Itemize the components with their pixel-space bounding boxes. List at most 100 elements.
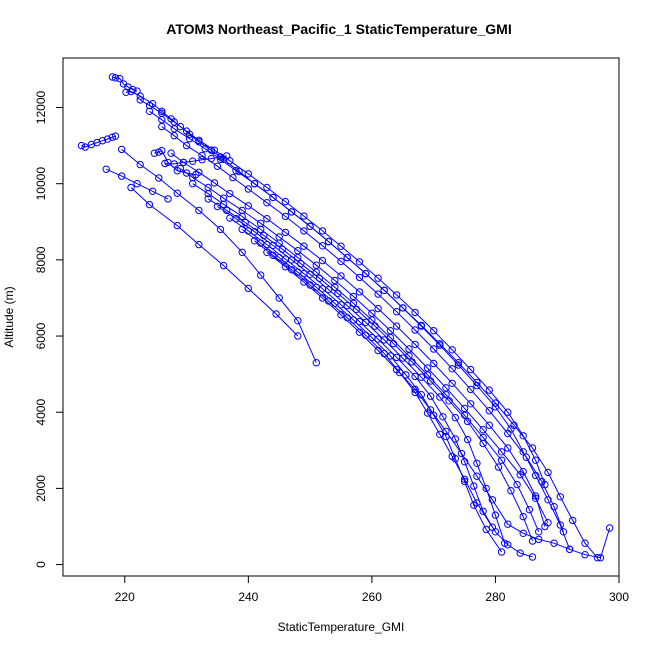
data-point	[451, 435, 459, 443]
series-12	[213, 202, 509, 547]
data-point	[392, 322, 401, 330]
data-point	[201, 145, 209, 153]
series-line	[266, 251, 611, 559]
data-point	[504, 408, 512, 416]
data-point	[226, 157, 234, 165]
data-point	[287, 208, 296, 216]
series-19	[127, 183, 302, 340]
y-axis-label: Altitude (m)	[2, 286, 16, 347]
data-point	[497, 456, 506, 464]
data-point	[473, 381, 481, 390]
series-line	[139, 99, 546, 485]
data-point	[161, 159, 169, 168]
data-point	[155, 174, 163, 182]
data-point	[374, 274, 382, 282]
data-point	[448, 346, 456, 354]
data-point	[374, 346, 382, 355]
data-point	[173, 167, 182, 175]
y-tick-label: 10000	[34, 167, 48, 201]
data-point	[535, 535, 543, 544]
data-point	[386, 352, 395, 360]
data-point	[355, 258, 364, 266]
series-line	[161, 126, 564, 532]
data-point	[219, 200, 228, 209]
data-point	[210, 179, 219, 187]
data-point	[581, 551, 589, 559]
series-line	[121, 149, 317, 363]
data-point	[485, 421, 493, 429]
data-point	[426, 392, 435, 400]
series-18	[118, 145, 320, 367]
data-point	[519, 529, 527, 537]
data-point	[136, 92, 144, 100]
data-point	[439, 413, 447, 421]
data-point	[269, 251, 277, 260]
series-line	[254, 240, 493, 528]
data-point	[300, 212, 308, 220]
data-point	[173, 221, 182, 230]
data-point	[491, 403, 500, 411]
data-point	[108, 133, 117, 141]
data-point	[507, 487, 515, 495]
data-point	[244, 202, 253, 210]
data-point	[189, 157, 197, 165]
data-point	[494, 463, 503, 471]
series-line	[217, 206, 506, 544]
data-point	[81, 143, 89, 151]
data-point	[263, 199, 271, 207]
data-point	[463, 417, 472, 426]
data-point	[127, 183, 135, 192]
data-point	[244, 185, 253, 193]
data-point	[213, 202, 222, 211]
x-tick-label: 280	[485, 590, 505, 604]
data-point	[392, 308, 401, 316]
data-point	[374, 290, 382, 298]
data-point	[408, 358, 416, 366]
data-point	[569, 516, 577, 525]
data-point	[504, 444, 512, 452]
data-point	[448, 452, 456, 461]
data-point	[485, 407, 493, 415]
data-point	[470, 482, 478, 490]
data-point	[219, 261, 228, 270]
data-point	[127, 87, 135, 96]
data-point	[148, 187, 157, 196]
data-point	[399, 304, 407, 312]
data-point	[192, 170, 200, 179]
data-point	[454, 361, 463, 369]
data-point	[362, 269, 370, 278]
data-point	[111, 74, 120, 82]
data-point	[158, 122, 166, 131]
data-point	[133, 180, 141, 188]
data-point	[294, 317, 302, 325]
data-point	[145, 107, 154, 116]
data-point	[136, 96, 144, 104]
data-point	[195, 240, 203, 249]
data-point	[463, 435, 472, 444]
x-tick-label: 260	[362, 590, 382, 604]
data-point	[263, 215, 271, 223]
series-2	[77, 132, 120, 151]
data-point	[411, 326, 419, 334]
data-point	[559, 528, 568, 536]
data-point	[216, 225, 225, 234]
data-point	[519, 448, 527, 456]
data-point	[204, 195, 212, 203]
data-point	[235, 167, 243, 176]
data-point	[136, 160, 144, 169]
data-point	[145, 200, 154, 209]
data-point	[103, 135, 112, 143]
series-1	[108, 73, 141, 95]
data-point	[355, 288, 364, 296]
data-point	[331, 276, 339, 285]
data-point	[436, 430, 444, 438]
data-point	[411, 385, 419, 394]
data-point	[374, 304, 382, 313]
data-point	[528, 553, 537, 561]
data-point	[371, 322, 379, 330]
series-line	[192, 183, 540, 532]
data-point	[195, 136, 203, 145]
data-point	[312, 261, 320, 269]
data-point	[513, 480, 521, 489]
